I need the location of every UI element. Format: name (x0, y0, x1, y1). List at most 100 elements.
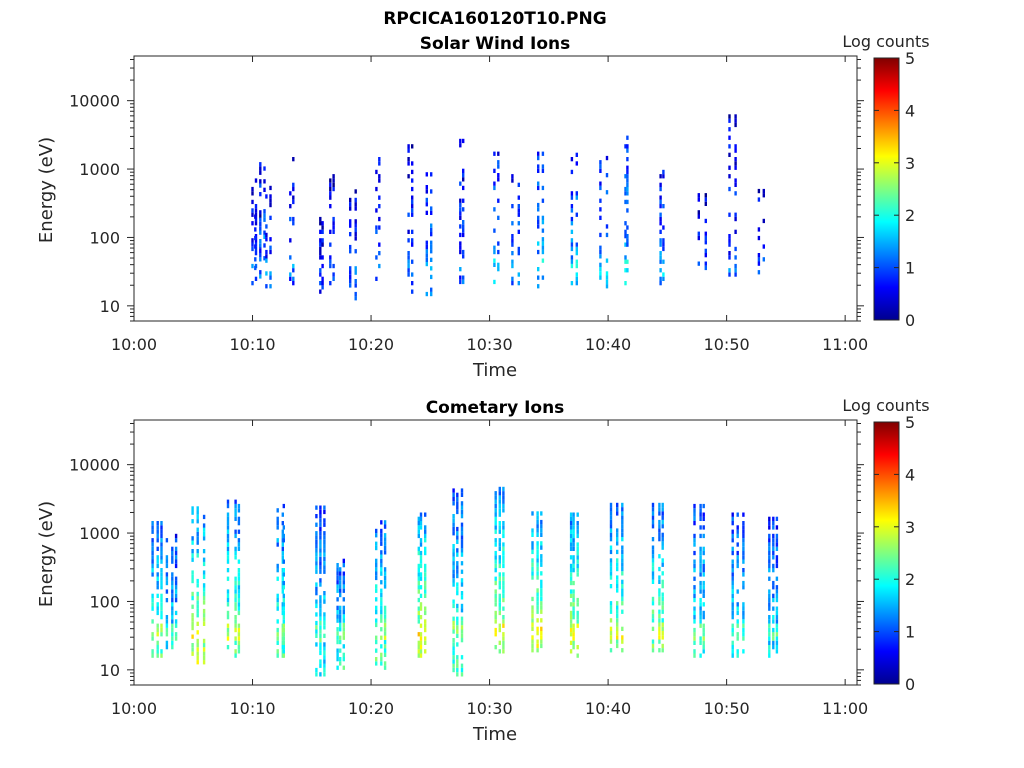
x-tick-label: 10:20 (348, 699, 394, 718)
spectrogram-cell (424, 563, 427, 569)
spectrogram-cell (768, 593, 771, 598)
spectrogram-cell (651, 596, 655, 602)
spectrogram-cell (430, 266, 433, 271)
spectrogram-cell (417, 546, 420, 551)
spectrogram-cell (336, 639, 339, 645)
spectrogram-cell (456, 509, 459, 515)
spectrogram-cell (768, 589, 771, 594)
spectrogram-cell (349, 279, 352, 284)
spectrogram-cell (661, 626, 664, 631)
spectrogram-cell (572, 533, 575, 539)
spectrogram-cell (282, 623, 285, 628)
spectrogram-cell (191, 549, 194, 554)
spectrogram-cell (494, 627, 497, 633)
spectrogram-cell (319, 246, 322, 252)
spectrogram-cell (323, 620, 326, 626)
spectrogram-cell (616, 643, 619, 649)
spectrogram-cell (276, 568, 279, 573)
x-axis-label: Time (472, 360, 517, 381)
spectrogram-cell (742, 512, 745, 517)
spectrogram-cell (621, 562, 624, 567)
spectrogram-cell (342, 652, 345, 657)
spectrogram-cell (156, 623, 159, 628)
spectrogram-cell (411, 259, 414, 264)
spectrogram-cell (380, 550, 383, 555)
spectrogram-cell (531, 545, 534, 550)
spectrogram-cell (226, 550, 230, 556)
spectrogram-cell (196, 647, 199, 652)
spectrogram-cell (459, 241, 462, 246)
spectrogram-cell (380, 627, 383, 632)
spectrogram-cell (237, 589, 241, 594)
spectrogram-cell (511, 251, 514, 256)
spectrogram-cell (456, 591, 459, 596)
spectrogram-cell (254, 178, 258, 183)
spectrogram-cell (498, 623, 501, 628)
spectrogram-cell (156, 606, 159, 611)
spectrogram-cell (380, 644, 383, 649)
spectrogram-cell (702, 640, 705, 645)
spectrogram-cell (281, 555, 284, 560)
spectrogram-cell (259, 210, 262, 215)
spectrogram-cell (419, 623, 423, 628)
spectrogram-cell (411, 195, 414, 200)
spectrogram-cell (736, 610, 739, 616)
spectrogram-cell (460, 505, 464, 510)
spectrogram-cell (651, 575, 655, 580)
spectrogram-cell (775, 619, 779, 624)
spectrogram-cell (731, 576, 734, 581)
spectrogram-cell (292, 221, 295, 226)
spectrogram-cell (419, 615, 423, 620)
spectrogram-cell (540, 571, 543, 576)
spectrogram-cell (375, 571, 378, 576)
spectrogram-cell (616, 631, 619, 636)
spectrogram-cell (380, 605, 383, 610)
spectrogram-cell (572, 593, 575, 598)
spectrogram-cell (609, 639, 613, 644)
spectrogram-cell (704, 201, 707, 206)
spectrogram-cell (321, 238, 324, 243)
spectrogram-cell (380, 567, 383, 572)
spectrogram-cell (202, 643, 206, 648)
spectrogram-cell (319, 509, 322, 515)
spectrogram-cell (572, 623, 575, 628)
spectrogram-cell (323, 522, 326, 527)
spectrogram-cell (456, 539, 459, 544)
spectrogram-cell (651, 558, 655, 563)
spectrogram-cell (160, 627, 163, 633)
spectrogram-cell (336, 652, 339, 657)
spectrogram-cell (342, 614, 345, 619)
spectrogram-cell (599, 185, 602, 191)
spectrogram-cell (493, 207, 496, 212)
spectrogram-cell (452, 663, 455, 668)
spectrogram-cell (626, 259, 629, 264)
spectrogram-cell (342, 657, 345, 662)
spectrogram-cell (661, 605, 664, 610)
spectrogram-cell (354, 227, 357, 233)
spectrogram-cell (609, 631, 613, 636)
spectrogram-cell (702, 503, 705, 509)
spectrogram-cell (289, 272, 292, 277)
spectrogram-cell (731, 538, 734, 543)
spectrogram-cell (282, 559, 285, 564)
spectrogram-cell (160, 597, 163, 603)
spectrogram-cell (772, 525, 775, 530)
spectrogram-cell (380, 588, 383, 593)
spectrogram-cell (174, 546, 178, 551)
spectrogram-cell (693, 615, 696, 620)
spectrogram-cell (339, 571, 342, 576)
spectrogram-cell (259, 179, 262, 184)
spectrogram-cell (171, 610, 174, 616)
spectrogram-cell (658, 596, 661, 602)
spectrogram-cell (459, 224, 462, 229)
spectrogram-cell (531, 613, 534, 619)
spectrogram-cell (459, 279, 462, 285)
spectrogram-cell (699, 572, 702, 577)
spectrogram-cell (383, 631, 387, 636)
spectrogram-cell (160, 542, 163, 547)
spectrogram-cell (599, 271, 602, 276)
spectrogram-cell (315, 552, 318, 557)
spectrogram-cell (424, 610, 427, 616)
spectrogram-cell (734, 178, 737, 183)
spectrogram-cell (531, 571, 534, 576)
